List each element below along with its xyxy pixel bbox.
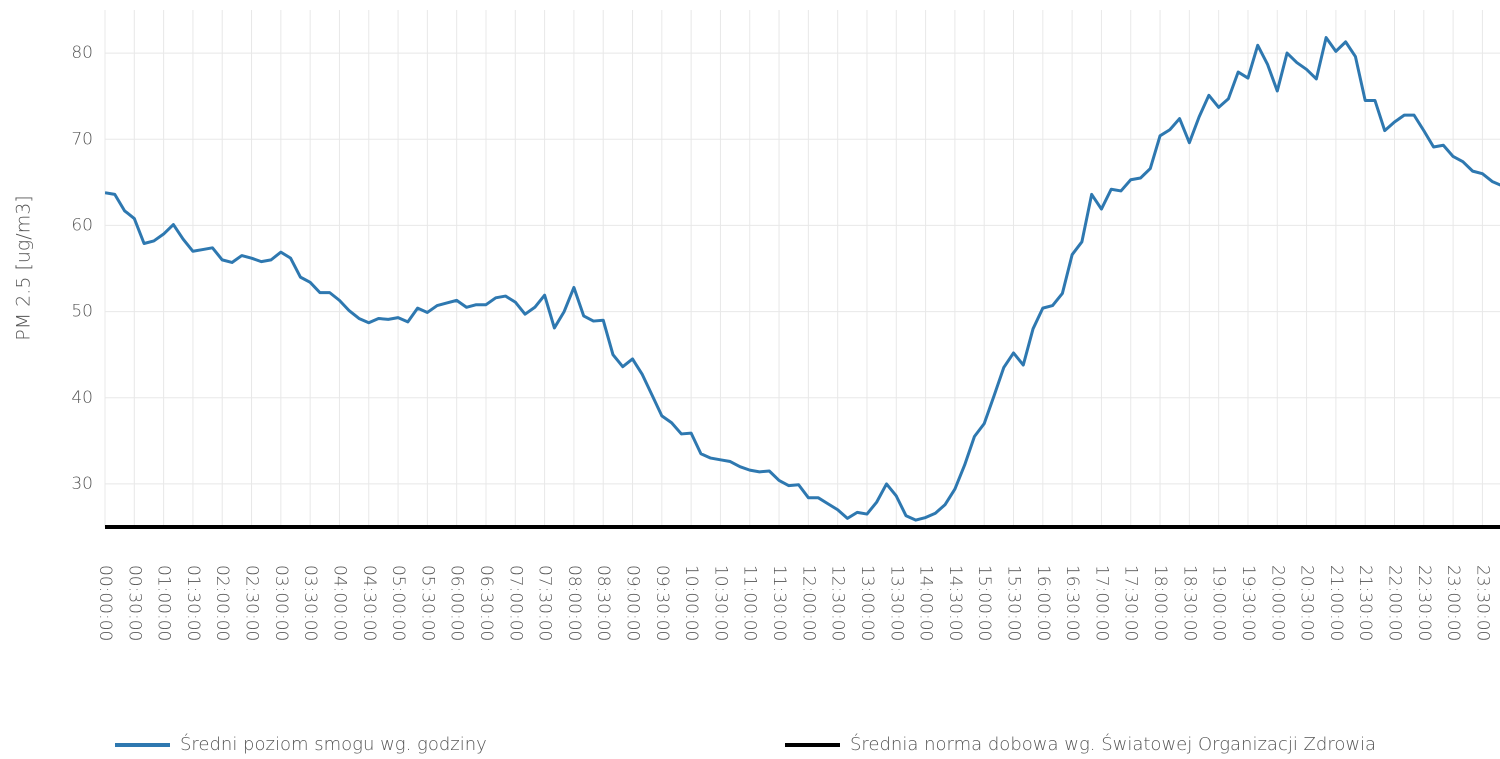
plot-area — [105, 36, 1500, 529]
x-tick-label: 22:30:00 — [1414, 565, 1434, 641]
x-tick-label: 02:30:00 — [242, 565, 262, 641]
x-tick-label: 19:00:00 — [1209, 565, 1229, 641]
x-tick-label: 20:30:00 — [1297, 565, 1317, 641]
x-tick-label: 08:00:00 — [564, 565, 584, 641]
x-tick-label: 15:30:00 — [1004, 565, 1024, 641]
x-tick-label: 21:30:00 — [1355, 565, 1375, 641]
x-tick-label: 20:00:00 — [1267, 565, 1287, 641]
x-tick-label: 17:30:00 — [1121, 565, 1141, 641]
x-tick-label: 13:30:00 — [886, 565, 906, 641]
x-tick-label: 11:30:00 — [769, 565, 789, 641]
x-tick-label: 22:00:00 — [1384, 565, 1404, 641]
x-tick-label: 14:30:00 — [945, 565, 965, 641]
legend-label: Średnia norma dobowa wg. Światowej Organ… — [850, 733, 1376, 755]
x-tick-label: 14:00:00 — [916, 565, 936, 641]
x-tick-label: 18:00:00 — [1150, 565, 1170, 641]
x-tick-label: 05:30:00 — [417, 565, 437, 641]
x-tick-label: 10:30:00 — [710, 565, 730, 641]
x-tick-label: 05:00:00 — [388, 565, 408, 641]
x-tick-label: 17:00:00 — [1091, 565, 1111, 641]
x-tick-label: 23:00:00 — [1443, 565, 1463, 641]
x-tick-label: 18:30:00 — [1179, 565, 1199, 641]
x-tick-label: 16:30:00 — [1062, 565, 1082, 641]
x-tick-label: 01:30:00 — [183, 565, 203, 641]
x-tick-label: 00:00:00 — [95, 565, 115, 641]
x-tick-label: 09:00:00 — [623, 565, 643, 641]
y-tick-label: 50 — [71, 302, 93, 322]
x-tick-label: 23:30:00 — [1472, 565, 1492, 641]
x-tick-label: 13:00:00 — [857, 565, 877, 641]
x-tick-label: 10:00:00 — [681, 565, 701, 641]
x-tick-label: 12:30:00 — [828, 565, 848, 641]
x-tick-label: 08:30:00 — [593, 565, 613, 641]
x-tick-label: 04:30:00 — [359, 565, 379, 641]
x-tick-label: 21:00:00 — [1326, 565, 1346, 641]
x-tick-label: 09:30:00 — [652, 565, 672, 641]
x-tick-label: 04:00:00 — [329, 565, 349, 641]
data-line — [105, 36, 1500, 522]
x-tick-label: 07:30:00 — [535, 565, 555, 641]
x-tick-label: 19:30:00 — [1238, 565, 1258, 641]
x-tick-label: 00:30:00 — [124, 565, 144, 641]
x-tick-label: 03:00:00 — [271, 565, 291, 641]
y-tick-label: 40 — [71, 388, 93, 408]
x-tick-label: 06:00:00 — [447, 565, 467, 641]
y-tick-label: 70 — [71, 129, 93, 149]
x-tick-label: 11:00:00 — [740, 565, 760, 641]
x-tick-label: 12:00:00 — [798, 565, 818, 641]
x-tick-label: 02:00:00 — [212, 565, 232, 641]
x-tick-label: 01:00:00 — [154, 565, 174, 641]
legend-label: Średni poziom smogu wg. godziny — [180, 733, 487, 755]
y-tick-label: 30 — [71, 474, 93, 494]
y-tick-label: 80 — [71, 43, 93, 63]
x-tick-label: 15:00:00 — [974, 565, 994, 641]
x-tick-label: 16:00:00 — [1033, 565, 1053, 641]
y-tick-label: 60 — [71, 215, 93, 235]
x-tick-label: 07:00:00 — [505, 565, 525, 641]
x-tick-label: 06:30:00 — [476, 565, 496, 641]
x-tick-label: 03:30:00 — [300, 565, 320, 641]
y-axis-title: PM 2.5 [ug/m3] — [13, 195, 35, 340]
